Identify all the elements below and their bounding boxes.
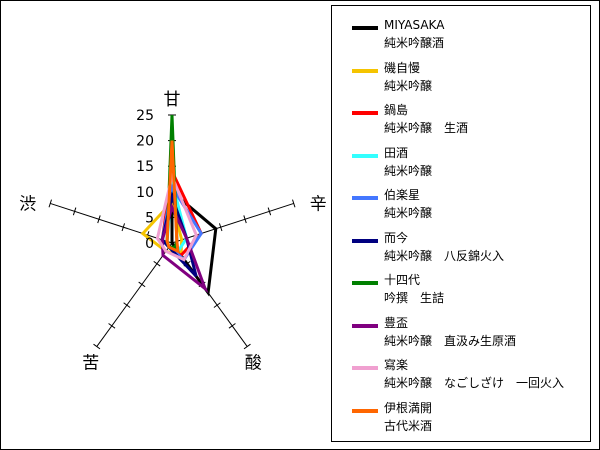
radar-labels: 0 5 10 15 20 25 甘辛酸 苦 渋 <box>19 90 326 374</box>
legend-series-subtitle: 純米吟醸 <box>384 78 433 93</box>
axis-tick-mark <box>292 199 296 208</box>
legend-swatch <box>352 238 378 243</box>
legend-series-subtitle: 純米吟醸 なごしざけ 一回火入 <box>384 376 565 390</box>
legend-swatch <box>352 196 378 200</box>
axis-tick-mark <box>267 207 272 216</box>
legend-item: 伊根満開 古代米酒 <box>332 397 590 439</box>
legend: MIYASAKA 純米吟醸酒 磯自慢 純米吟醸 鍋島 純米吟醸 生酒 田酒 純米吟醸 伯楽星 純米… <box>331 5 591 442</box>
axis-label-4: 渋 <box>19 194 36 214</box>
legend-item: 伯楽星 純米吟醸 <box>332 184 590 226</box>
legend-item: 磯自慢 純米吟醸 <box>332 57 590 99</box>
legend-series-subtitle: 古代米酒 <box>384 418 433 433</box>
legend-series-name: 而今 <box>384 230 409 245</box>
axis-spoke <box>96 242 173 347</box>
legend-swatch <box>352 26 378 30</box>
legend-series-name: MIYASAKA <box>384 18 445 32</box>
legend-swatch <box>352 408 378 413</box>
axis-tick-mark <box>97 215 101 224</box>
axis-label-0: 甘 <box>164 90 181 110</box>
legend-item: 豊盃純米吟醸 直汲み生原酒 <box>332 312 590 354</box>
axis-tick-mark <box>228 323 236 329</box>
series-line-8 <box>155 171 198 262</box>
radial-tick-label: 10 <box>136 185 154 201</box>
axis-spoke <box>171 202 294 244</box>
legend-swatch <box>352 153 378 158</box>
legend-series-name: 伊根満開 <box>384 400 433 415</box>
axis-label-2: 酸 <box>245 354 262 374</box>
legend-series-name: 鍋島 <box>384 103 409 117</box>
radial-tick-label: 15 <box>136 159 154 175</box>
radar-chart: 0 5 10 15 20 25 甘辛酸 苦 渋 <box>19 90 326 374</box>
axis-tick-mark <box>48 199 52 208</box>
legend-series-name: 十四代 <box>384 273 421 287</box>
axis-tick-mark <box>123 302 131 308</box>
legend-series-subtitle: 吟撰 生詰 <box>384 291 445 305</box>
legend-swatch <box>352 111 378 115</box>
legend-item: 而今純米吟醸 八反錦火入 <box>332 227 590 269</box>
radial-tick-label: 5 <box>145 210 154 226</box>
axis-tick-mark <box>213 302 221 308</box>
legend-series-subtitle: 純米吟醸酒 <box>384 36 445 50</box>
legend-series-subtitle: 純米吟醸 <box>384 206 433 220</box>
axis-tick-mark <box>108 323 116 329</box>
axis-tick-mark <box>138 281 146 288</box>
legend-item: 十四代 吟撰 生詰 <box>332 269 590 311</box>
axis-label-3: 苦 <box>82 354 99 374</box>
radar-series <box>140 114 218 297</box>
legend-series-name: 伯楽星 <box>384 188 421 202</box>
legend-series-name: 豊盃 <box>384 315 409 330</box>
legend-swatch <box>352 366 378 370</box>
radial-tick-label: 0 <box>145 236 154 252</box>
axis-spoke <box>50 202 173 244</box>
legend-item: 田酒 純米吟醸 <box>332 142 590 184</box>
radial-tick-label: 20 <box>136 134 154 150</box>
legend-series-subtitle: 純米吟醸 生酒 <box>384 121 469 135</box>
axis-tick-mark <box>243 343 251 350</box>
legend-series-name: 寫楽 <box>384 358 409 372</box>
legend-swatch <box>352 68 378 73</box>
legend-series-subtitle: 純米吟醸 直汲み生原酒 <box>384 333 517 348</box>
axis-tick-mark <box>93 343 101 350</box>
radial-tick-label: 25 <box>136 108 154 124</box>
axis-label-1: 辛 <box>310 194 327 214</box>
series-line-7 <box>160 202 209 294</box>
axis-tick-mark <box>218 223 223 232</box>
legend-item: MIYASAKA 純米吟醸酒 <box>332 14 590 56</box>
axis-tick-mark <box>72 207 77 216</box>
legend-series-subtitle: 純米吟醸 <box>384 163 433 178</box>
legend-series-subtitle: 純米吟醸 八反錦火入 <box>384 248 505 263</box>
legend-swatch <box>352 281 378 285</box>
legend-series-name: 磯自慢 <box>384 60 421 75</box>
legend-swatch <box>352 323 378 328</box>
axis-tick-mark <box>243 215 247 224</box>
legend-series-name: 田酒 <box>384 145 409 160</box>
axis-tick-mark <box>153 260 161 267</box>
series-line-9 <box>165 140 180 254</box>
axis-tick-mark <box>121 223 126 232</box>
legend-item: 鍋島 純米吟醸 生酒 <box>332 99 590 141</box>
legend-item: 寫楽純米吟醸 なごしざけ 一回火入 <box>332 354 590 396</box>
